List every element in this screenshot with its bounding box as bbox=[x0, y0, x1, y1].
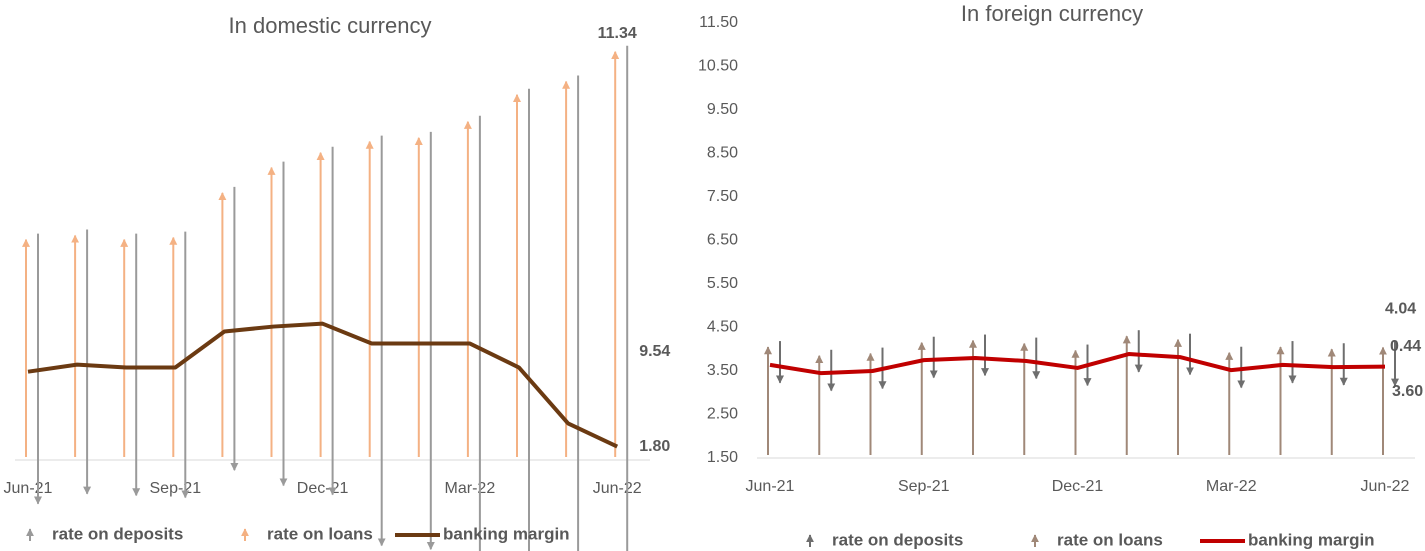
data-label: 9.54 bbox=[639, 343, 670, 360]
x-tick-label: Dec-21 bbox=[297, 480, 349, 497]
margin-line bbox=[27, 321, 619, 449]
x-tick-label: Jun-22 bbox=[593, 480, 642, 497]
legend-label: rate on deposits bbox=[832, 530, 963, 549]
legend-label: rate on deposits bbox=[52, 524, 183, 543]
data-label: 11.34 bbox=[598, 25, 637, 42]
y-tick-label: 5.50 bbox=[707, 275, 738, 292]
x-tick-label: Dec-21 bbox=[1052, 478, 1104, 495]
x-tick-label: Jun-22 bbox=[1361, 478, 1410, 495]
data-label: 3.60 bbox=[1392, 383, 1423, 400]
x-tick-label: Sep-21 bbox=[898, 478, 950, 495]
y-tick-label: 10.50 bbox=[698, 58, 738, 75]
y-tick-label: 9.50 bbox=[707, 101, 738, 118]
y-tick-label: 2.50 bbox=[707, 406, 738, 423]
data-label: 4.04 bbox=[1385, 301, 1416, 318]
y-tick-label: 4.50 bbox=[707, 319, 738, 336]
y-tick-label: 6.50 bbox=[707, 232, 738, 249]
data-label: 1.80 bbox=[639, 438, 670, 455]
x-tick-label: Jun-21 bbox=[746, 478, 795, 495]
chart-title: In domestic currency bbox=[229, 13, 432, 38]
x-tick-label: Sep-21 bbox=[150, 480, 202, 497]
margin-line bbox=[769, 352, 1386, 376]
legend-label: banking margin bbox=[443, 524, 570, 543]
x-tick-label: Mar-22 bbox=[1206, 478, 1257, 495]
x-tick-label: Mar-22 bbox=[445, 480, 496, 497]
y-tick-label: 7.50 bbox=[707, 188, 738, 205]
y-tick-label: 8.50 bbox=[707, 145, 738, 162]
y-tick-label: 3.50 bbox=[707, 362, 738, 379]
legend-label: rate on loans bbox=[1057, 530, 1163, 549]
y-tick-label: 11.50 bbox=[699, 14, 738, 31]
y-tick-label: 1.50 bbox=[707, 449, 738, 466]
chart-title: In foreign currency bbox=[961, 1, 1143, 26]
legend-label: rate on loans bbox=[267, 524, 373, 543]
legend-label: banking margin bbox=[1248, 530, 1375, 549]
x-tick-label: Jun-21 bbox=[4, 480, 53, 497]
data-label: 0.44 bbox=[1390, 338, 1421, 355]
